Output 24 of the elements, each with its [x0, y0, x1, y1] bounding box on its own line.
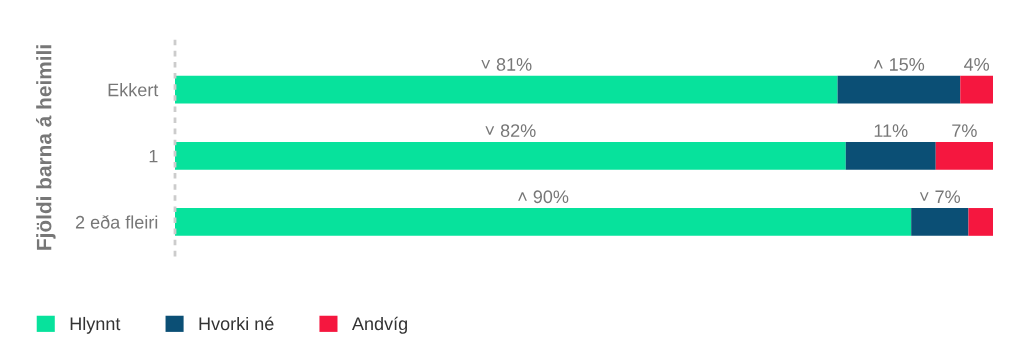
data-label: ˅ 81% [481, 58, 532, 71]
data-label: ˅ 7% [919, 190, 961, 204]
data-label: 11% [874, 124, 908, 137]
bar [175, 75, 838, 104]
bar [175, 141, 846, 170]
bar [968, 208, 993, 236]
y-tick-label: 2 eða fleiri [75, 215, 158, 229]
bar [911, 208, 969, 236]
bar [935, 141, 993, 170]
data-label: ˄ 15% [873, 58, 925, 71]
legend-label: Hvorki né [199, 316, 274, 331]
legend-label: Hlynnt [70, 316, 121, 334]
bar [837, 75, 961, 104]
bar [175, 208, 912, 236]
data-label: 4% [964, 58, 990, 71]
data-label: ˄ 90% [518, 190, 569, 204]
y-tick-label: 1 [149, 149, 158, 163]
data-label: ˅ 82% [485, 124, 536, 137]
legend-label: Andvíg [351, 316, 407, 334]
y-axis-title: Fjöldi barna á heimili [35, 45, 56, 250]
data-label: 7% [952, 124, 977, 137]
y-tick-label: Ekkert [108, 83, 159, 97]
bar [960, 75, 993, 104]
bar [845, 141, 936, 170]
